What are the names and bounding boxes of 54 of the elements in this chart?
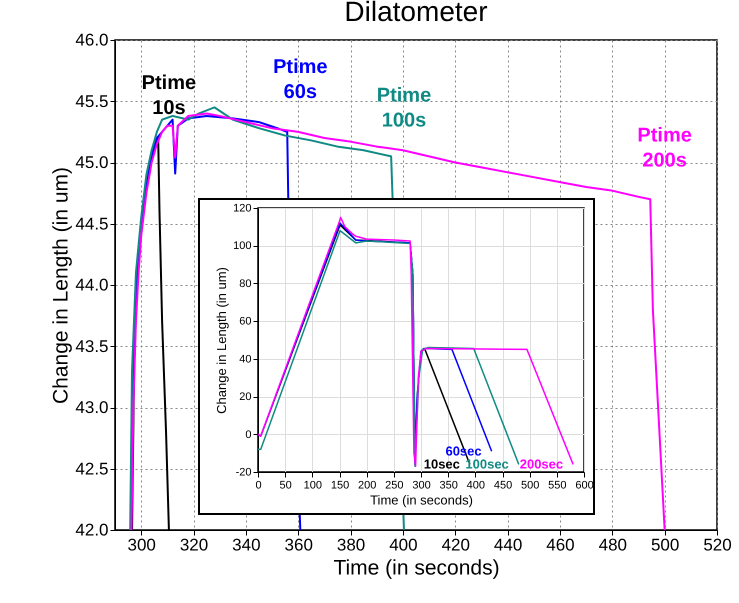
x-tick-label: 100 xyxy=(304,480,322,492)
x-axis-title: Time (in seconds) xyxy=(370,492,473,508)
x-tick-label: 450 xyxy=(494,480,512,492)
x-tick-label: 380 xyxy=(336,536,366,554)
x-tick-label: 300 xyxy=(127,536,156,554)
y-tick-label: 20 xyxy=(239,391,252,404)
series-label: Ptime 200s xyxy=(637,124,692,172)
x-tick-label: 480 xyxy=(598,536,627,554)
y-tick-label: 42.5 xyxy=(75,459,108,478)
series-label: Ptime 100s xyxy=(376,84,432,132)
x-tick-label: 350 xyxy=(439,480,458,492)
x-tick-label: 150 xyxy=(330,480,350,492)
y-tick-label: 43.0 xyxy=(75,398,108,417)
y-tick-label: 43.5 xyxy=(75,336,108,356)
x-tick-label: 440 xyxy=(494,536,522,554)
x-tick-label: 600 xyxy=(575,480,594,492)
x-tick-label: 320 xyxy=(180,536,208,554)
chart-title: Dilatometer xyxy=(344,0,488,27)
y-tick-label: 44.5 xyxy=(75,214,108,234)
y-axis-title: Change in Length (in um) xyxy=(49,167,72,404)
y-tick-label: 46.0 xyxy=(75,30,108,50)
y-tick-label: 45.5 xyxy=(75,92,108,111)
x-tick-label: 50 xyxy=(280,480,292,492)
x-tick-label: 420 xyxy=(442,536,470,554)
series-label: 100sec xyxy=(465,456,509,472)
x-tick-label: 520 xyxy=(703,536,732,554)
y-tick-label: 0 xyxy=(245,428,252,441)
y-tick-label: 42.0 xyxy=(75,520,108,540)
y-tick-label: 40 xyxy=(239,353,252,366)
y-tick-label: 45.0 xyxy=(75,153,108,172)
x-tick-label: 550 xyxy=(548,480,567,492)
x-tick-label: 400 xyxy=(466,480,486,492)
x-tick-label: 360 xyxy=(284,536,313,554)
x-tick-label: 250 xyxy=(385,480,404,492)
x-tick-label: 0 xyxy=(255,480,262,492)
x-tick-label: 340 xyxy=(232,536,261,554)
x-tick-label: 200 xyxy=(358,480,376,492)
x-tick-label: 300 xyxy=(412,480,431,492)
x-tick-label: 500 xyxy=(650,536,680,554)
y-tick-label: 44.0 xyxy=(75,276,108,294)
y-tick-label: 60 xyxy=(239,316,252,328)
y-tick-label: 80 xyxy=(239,278,252,290)
series-label: Ptime 10s xyxy=(142,72,196,119)
series-label: 10sec xyxy=(424,456,460,472)
y-tick-label: 100 xyxy=(233,240,252,252)
x-tick-label: 400 xyxy=(389,536,418,554)
x-tick-label: 460 xyxy=(546,536,575,554)
y-tick-label: -20 xyxy=(236,466,252,478)
y-tick-label: 120 xyxy=(233,202,252,214)
series-label: 200sec xyxy=(520,456,564,472)
series-label: Ptime 60s xyxy=(273,56,328,104)
y-axis-title: Change in Length (in um) xyxy=(214,267,230,414)
x-axis-title: Time (in seconds) xyxy=(333,556,500,580)
x-tick-label: 500 xyxy=(520,480,540,492)
